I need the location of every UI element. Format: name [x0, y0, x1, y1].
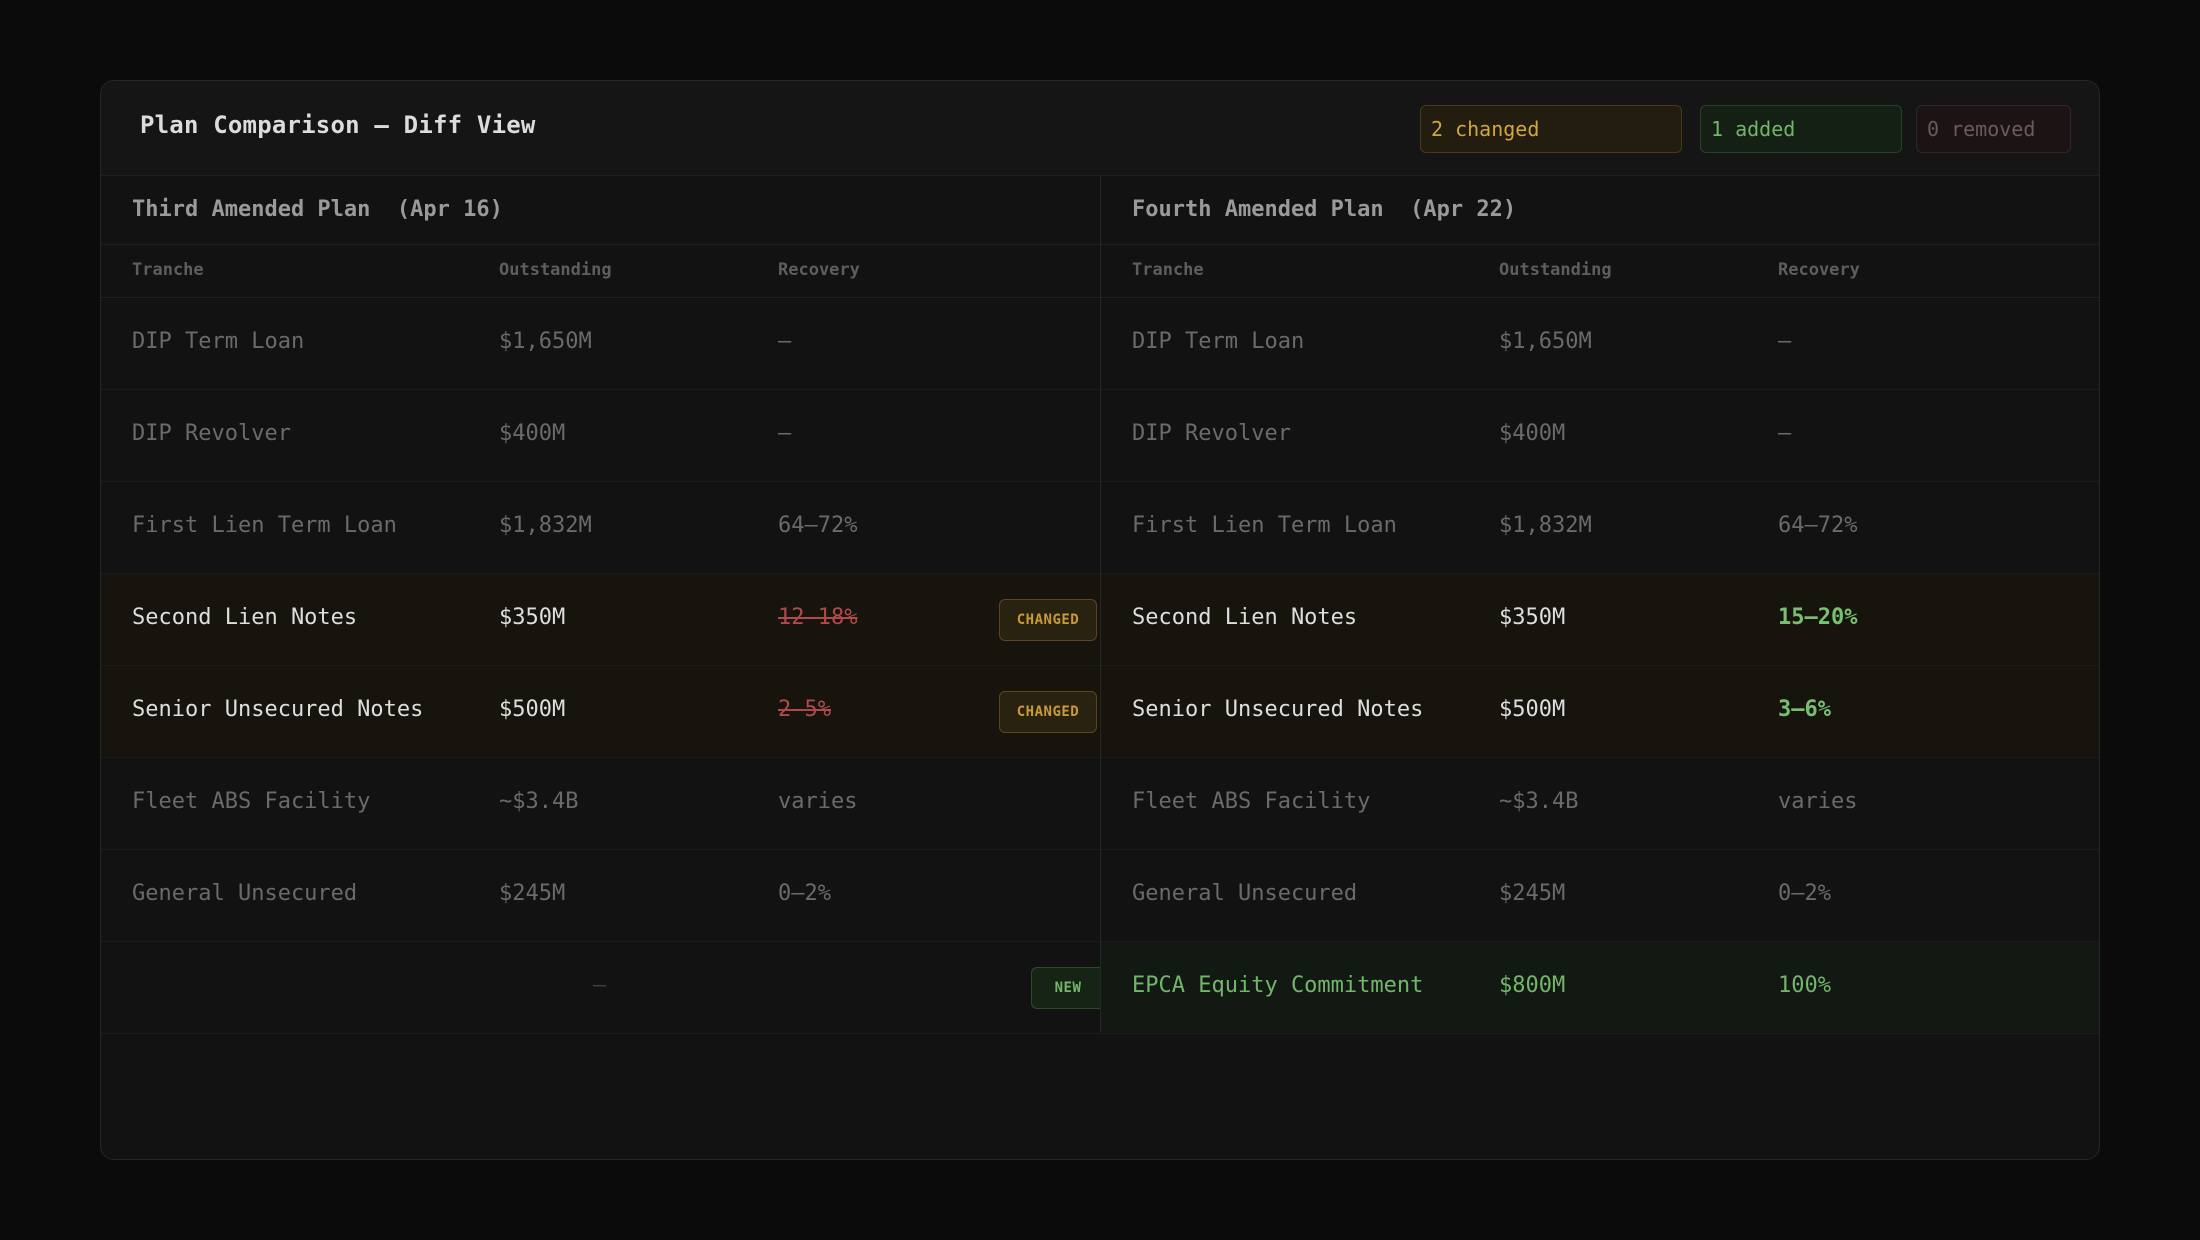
left-recovery-old: 12–18%	[778, 605, 858, 630]
right-recovery: 64–72%	[1778, 513, 1858, 538]
right-outstanding: $1,650M	[1499, 329, 1592, 354]
right-plan-title: Fourth Amended Plan (Apr 22)	[1132, 197, 1517, 222]
right-tranche: DIP Term Loan	[1132, 329, 1305, 354]
removed-count-badge[interactable]: 0 removed	[1916, 105, 2071, 153]
right-tranche: EPCA Equity Commitment	[1132, 973, 1424, 998]
new-badge: NEW	[1031, 967, 1105, 1009]
diff-header: Plan Comparison — Diff View 2 changed 1 …	[101, 81, 2099, 176]
right-tranche: DIP Revolver	[1132, 421, 1291, 446]
left-col-tranche: Tranche	[132, 260, 204, 280]
left-recovery: 64–72%	[778, 513, 858, 538]
right-outstanding: $800M	[1499, 973, 1566, 998]
left-recovery: —	[778, 329, 792, 354]
right-plan-header: Fourth Amended Plan (Apr 22)	[1101, 176, 2099, 245]
left-outstanding: $400M	[499, 421, 566, 446]
left-tranche: General Unsecured	[132, 881, 358, 906]
changed-count-badge[interactable]: 2 changed	[1420, 105, 1682, 153]
left-outstanding: $245M	[499, 881, 566, 906]
table-row: General Unsecured $245M 0–2% General Uns…	[101, 850, 2099, 942]
right-recovery: —	[1778, 329, 1792, 354]
left-outstanding: $350M	[499, 605, 566, 630]
right-outstanding: $245M	[1499, 881, 1566, 906]
changed-badge: CHANGED	[999, 691, 1097, 733]
right-outstanding: ~$3.4B	[1499, 789, 1579, 814]
right-tranche: First Lien Term Loan	[1132, 513, 1397, 538]
right-col-outstanding: Outstanding	[1499, 260, 1612, 280]
table-row-added: — NEW EPCA Equity Commitment $800M 100%	[101, 942, 2099, 1034]
left-tranche: First Lien Term Loan	[132, 513, 397, 538]
diff-panel: Plan Comparison — Diff View 2 changed 1 …	[100, 80, 2100, 1160]
changed-badge: CHANGED	[999, 599, 1097, 641]
left-recovery: 0–2%	[778, 881, 831, 906]
left-plan-title: Third Amended Plan (Apr 16)	[132, 197, 503, 222]
left-outstanding: $500M	[499, 697, 566, 722]
page-title: Plan Comparison — Diff View	[140, 111, 536, 139]
added-count-badge[interactable]: 1 added	[1700, 105, 1902, 153]
left-empty-placeholder: —	[593, 973, 607, 998]
right-recovery-new: 3–6%	[1778, 697, 1831, 722]
left-recovery: varies	[778, 789, 858, 814]
table-row: Fleet ABS Facility ~$3.4B varies Fleet A…	[101, 758, 2099, 850]
right-tranche: General Unsecured	[1132, 881, 1358, 906]
right-tranche: Senior Unsecured Notes	[1132, 697, 1424, 722]
left-tranche: DIP Term Loan	[132, 329, 305, 354]
right-outstanding: $500M	[1499, 697, 1566, 722]
left-recovery: —	[778, 421, 792, 446]
right-recovery: 100%	[1778, 973, 1831, 998]
right-recovery-new: 15–20%	[1778, 605, 1858, 630]
left-tranche: Senior Unsecured Notes	[132, 697, 424, 722]
left-tranche: DIP Revolver	[132, 421, 291, 446]
column-divider	[1100, 176, 1101, 1033]
right-recovery: 0–2%	[1778, 881, 1831, 906]
left-tranche: Fleet ABS Facility	[132, 789, 371, 814]
left-outstanding: ~$3.4B	[499, 789, 579, 814]
left-col-outstanding: Outstanding	[499, 260, 612, 280]
left-tranche: Second Lien Notes	[132, 605, 358, 630]
right-recovery: —	[1778, 421, 1792, 446]
right-tranche: Fleet ABS Facility	[1132, 789, 1371, 814]
left-recovery-old: 2–5%	[778, 697, 831, 722]
right-col-recovery: Recovery	[1778, 260, 1860, 280]
right-col-tranche: Tranche	[1132, 260, 1204, 280]
right-outstanding: $350M	[1499, 605, 1566, 630]
left-outstanding: $1,832M	[499, 513, 592, 538]
right-outstanding: $400M	[1499, 421, 1566, 446]
left-plan-header: Third Amended Plan (Apr 16)	[101, 176, 1101, 245]
left-col-recovery: Recovery	[778, 260, 860, 280]
left-outstanding: $1,650M	[499, 329, 592, 354]
right-recovery: varies	[1778, 789, 1858, 814]
right-outstanding: $1,832M	[1499, 513, 1592, 538]
right-tranche: Second Lien Notes	[1132, 605, 1358, 630]
